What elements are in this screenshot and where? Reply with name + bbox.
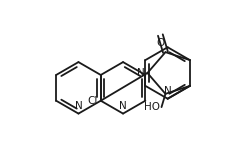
Text: N: N — [136, 68, 144, 78]
Text: N: N — [163, 86, 171, 96]
Text: N: N — [74, 101, 82, 111]
Text: Cl: Cl — [87, 96, 98, 106]
Text: O: O — [156, 38, 164, 48]
Text: HO: HO — [143, 102, 159, 112]
Text: N: N — [119, 101, 126, 111]
